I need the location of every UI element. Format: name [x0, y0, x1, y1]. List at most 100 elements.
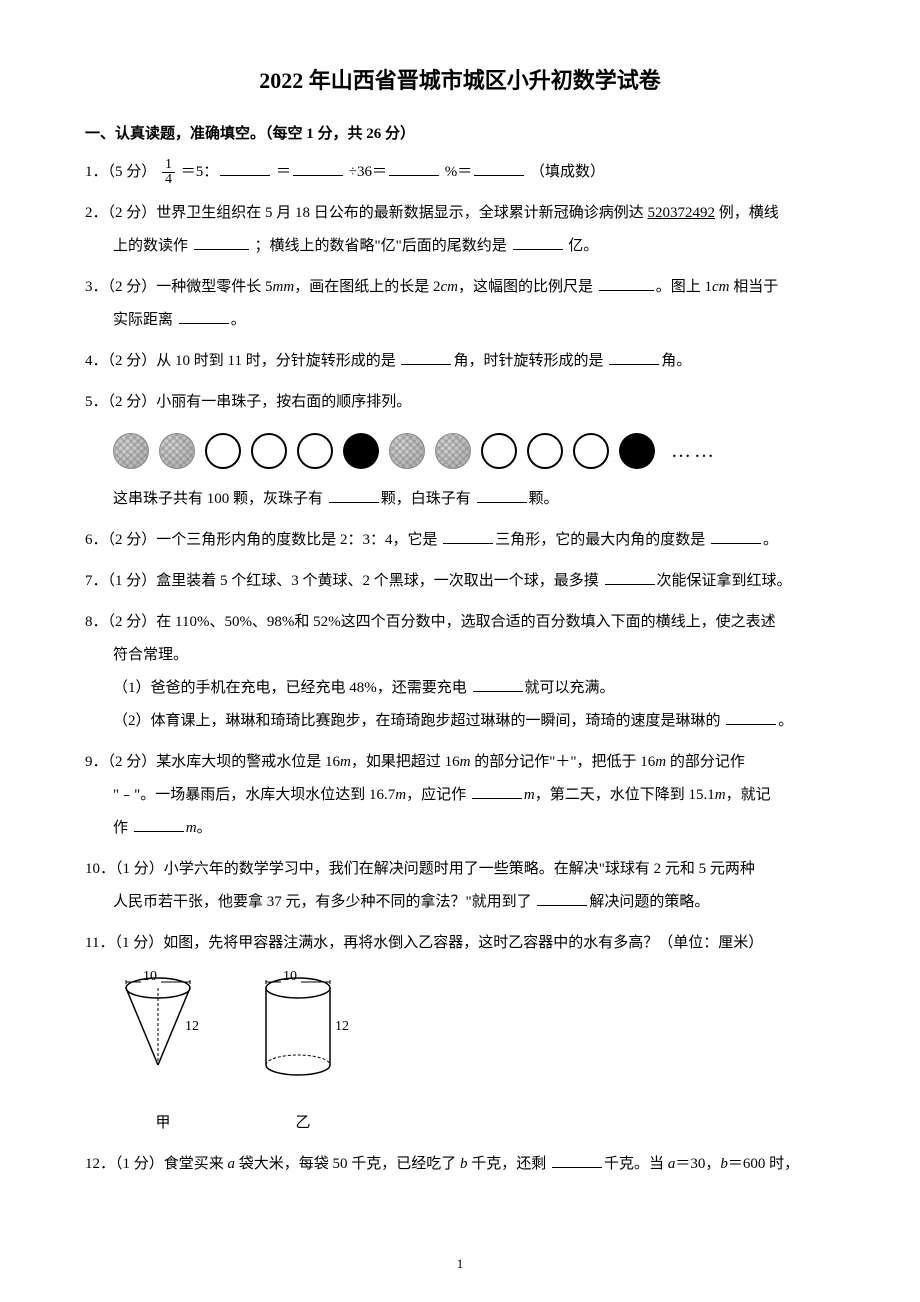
q5-blank-2[interactable]	[477, 488, 527, 503]
q3-cm1: cm	[440, 279, 458, 295]
bead-white	[251, 433, 287, 469]
q9-m4: m	[395, 787, 406, 803]
q9-line2d: ，就记	[726, 787, 771, 803]
question-1: 1．（5 分） 1 4 ＝5： ＝ ÷36＝ %＝ （填成数）	[85, 156, 835, 189]
cone-height-label: 12	[185, 1019, 199, 1034]
bead-white	[573, 433, 609, 469]
q4-blank-1[interactable]	[401, 350, 451, 365]
q2-prefix: 2．（2 分）世界卫生组织在 5 月 18 日公布的最新数据显示，全球累计新冠确…	[85, 205, 648, 221]
q1-blank-3[interactable]	[389, 161, 439, 176]
q3-line2b: 。	[231, 312, 246, 328]
question-6: 6．（2 分）一个三角形内角的度数比是 2：3：4，它是 三角形，它的最大内角的…	[85, 524, 835, 557]
bead-white	[527, 433, 563, 469]
q7-prefix: 7．（1 分）盒里装着 5 个红球、3 个黄球、2 个黑球，一次取出一个球，最多…	[85, 573, 603, 589]
question-2: 2．（2 分）世界卫生组织在 5 月 18 日公布的最新数据显示，全球累计新冠确…	[85, 197, 835, 263]
q12-t1: 袋大米，每袋 50 千克，已经吃了	[235, 1156, 460, 1172]
q9-m6: m	[715, 787, 726, 803]
q3-mm: mm	[273, 279, 295, 295]
q1-blank-1[interactable]	[220, 161, 270, 176]
q8-sub1b: 就可以充满。	[525, 680, 615, 696]
cyl-top-label: 10	[283, 970, 297, 984]
q2-blank-2[interactable]	[513, 235, 563, 250]
q9-m5: m	[524, 787, 535, 803]
q12-t4: ＝30，	[675, 1156, 720, 1172]
q4-t2: 角。	[661, 353, 691, 369]
q7-blank-1[interactable]	[605, 570, 655, 585]
q12-blank-1[interactable]	[552, 1153, 602, 1168]
q9-m1: m	[340, 754, 351, 770]
q2-blank-1[interactable]	[194, 235, 249, 250]
q6-prefix: 6．（2 分）一个三角形内角的度数比是 2：3：4，它是	[85, 532, 441, 548]
q9-line3b: 。	[197, 820, 212, 836]
q4-prefix: 4．（2 分）从 10 时到 11 时，分针旋转形成的是	[85, 353, 399, 369]
q1-prefix: 1．（5 分）	[85, 164, 156, 180]
section-1-header: 一、认真读题，准确填空。（每空 1 分，共 26 分）	[85, 120, 835, 149]
question-8: 8．（2 分）在 110%、50%、98%和 52%这四个百分数中，选取合适的百…	[85, 606, 835, 738]
bead-gray	[435, 433, 471, 469]
q1-t5: （填成数）	[530, 164, 605, 180]
q2-line2b: ；横线上的数省略"亿"后面的尾数约是	[255, 238, 511, 254]
bead-ellipsis: ……	[671, 429, 717, 473]
q12-t2: 千克，还剩	[468, 1156, 551, 1172]
question-12: 12．（1 分）食堂买来 a 袋大米，每袋 50 千克，已经吃了 b 千克，还剩…	[85, 1148, 835, 1181]
q8-line2: 符合常理。	[113, 647, 188, 663]
q4-t1: 角，时针旋转形成的是	[453, 353, 607, 369]
q2-t1: 例，横线	[715, 205, 779, 221]
q3-blank-1[interactable]	[599, 276, 654, 291]
q1-fraction: 1 4	[162, 158, 175, 187]
q1-frac-num: 1	[162, 158, 175, 173]
figure-cylinder: 10 12 乙	[253, 970, 353, 1140]
q6-blank-2[interactable]	[711, 529, 761, 544]
q8-prefix: 8．（2 分）在 110%、50%、98%和 52%这四个百分数中，选取合适的百…	[85, 614, 776, 630]
q1-t1: ＝5：	[181, 164, 219, 180]
cyl-height-label: 12	[335, 1019, 349, 1034]
bead-white	[297, 433, 333, 469]
q2-line2a: 上的数读作	[113, 238, 192, 254]
q1-t3: ÷36＝	[349, 164, 387, 180]
q3-blank-2[interactable]	[179, 309, 229, 324]
q5-blank-1[interactable]	[329, 488, 379, 503]
bead-black	[343, 433, 379, 469]
cylinder-label: 乙	[253, 1107, 353, 1140]
bead-gray	[159, 433, 195, 469]
q1-t4: %＝	[445, 164, 473, 180]
q5-prefix: 5．（2 分）小丽有一串珠子，按右面的顺序排列。	[85, 394, 411, 410]
question-10: 10．（1 分）小学六年的数学学习中，我们在解决问题时用了一些策略。在解决"球球…	[85, 853, 835, 919]
q9-line3a: 作	[113, 820, 132, 836]
q8-sub2b: 。	[778, 713, 793, 729]
q4-blank-2[interactable]	[609, 350, 659, 365]
q2-line2c: 亿。	[568, 238, 598, 254]
q6-blank-1[interactable]	[443, 529, 493, 544]
question-9: 9．（2 分）某水库大坝的警戒水位是 16m，如果把超过 16m 的部分记作"＋…	[85, 746, 835, 845]
q8-sub2a: （2）体育课上，琳琳和琦琦比赛跑步，在琦琦跑步超过琳琳的一瞬间，琦琦的速度是琳琳…	[113, 713, 724, 729]
q5-line2c: 颗。	[529, 491, 559, 507]
q10-blank-1[interactable]	[537, 891, 587, 906]
cone-svg: 10 12	[113, 970, 213, 1090]
q8-blank-2[interactable]	[726, 710, 776, 725]
q3-t4: 相当于	[729, 279, 778, 295]
q9-blank-2[interactable]	[134, 817, 184, 832]
q9-m3: m	[655, 754, 666, 770]
q12-t5: ＝600 时，	[728, 1156, 799, 1172]
q9-t1: ，如果把超过 16	[351, 754, 460, 770]
q3-line2a: 实际距离	[113, 312, 177, 328]
exam-title: 2022 年山西省晋城市城区小升初数学试卷	[85, 60, 835, 102]
q3-t2: ，这幅图的比例尺是	[458, 279, 597, 295]
q9-line2a: "﹣"。一场暴雨后，水库大坝水位达到 16.7	[113, 787, 395, 803]
q3-prefix: 3．（2 分）一种微型零件长 5	[85, 279, 273, 295]
question-5: 5．（2 分）小丽有一串珠子，按右面的顺序排列。 …… 这串珠子共有 100 颗…	[85, 386, 835, 516]
question-4: 4．（2 分）从 10 时到 11 时，分针旋转形成的是 角，时针旋转形成的是 …	[85, 345, 835, 378]
q6-t2: 。	[763, 532, 778, 548]
q8-blank-1[interactable]	[473, 677, 523, 692]
q12-a1: a	[228, 1156, 236, 1172]
q11-prefix: 11．（1 分）如图，先将甲容器注满水，再将水倒入乙容器，这时乙容器中的水有多高…	[85, 935, 763, 951]
q9-line2b: ，应记作	[406, 787, 470, 803]
cone-label: 甲	[113, 1107, 213, 1140]
q1-blank-2[interactable]	[293, 161, 343, 176]
bead-white	[205, 433, 241, 469]
q9-blank-1[interactable]	[472, 784, 522, 799]
figure-cone: 10 12 甲	[113, 970, 213, 1140]
bead-white	[481, 433, 517, 469]
q9-line2c: ，第二天，水位下降到 15.1	[535, 787, 715, 803]
q1-blank-4[interactable]	[474, 161, 524, 176]
